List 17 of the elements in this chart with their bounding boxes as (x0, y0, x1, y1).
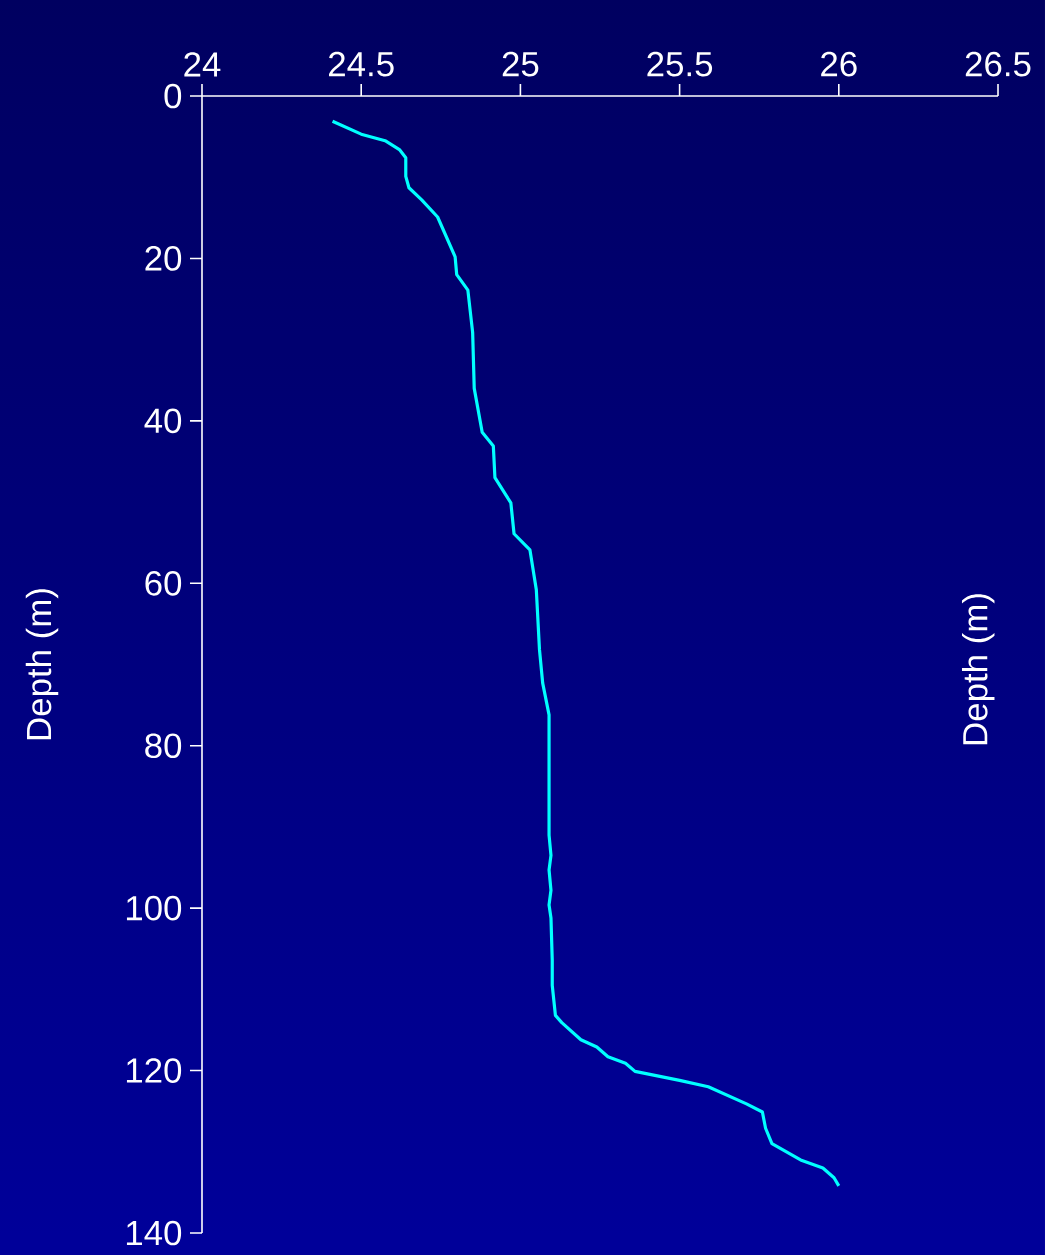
y-axis-title: Depth (m) (25, 589, 59, 740)
y-tick-label: 40 (144, 408, 182, 434)
y-tick-label: 80 (145, 733, 182, 759)
x-tick-label: 26.5 (965, 51, 1031, 77)
y-tick-label: 120 (126, 1058, 182, 1083)
x-tick-label: 24.5 (329, 51, 394, 77)
y-tick-label: 60 (145, 570, 182, 596)
x-tick-label: 25.5 (647, 51, 713, 77)
x-tick-label: 24 (184, 52, 221, 77)
x-tick-label: 26 (821, 51, 857, 77)
y-tick-label: 0 (164, 83, 182, 109)
y2-axis-title: Depth (m) (961, 594, 995, 745)
x-tick-label: 25 (502, 51, 539, 77)
line-series (330, 119, 841, 1188)
y-tick-label: 100 (126, 895, 182, 921)
y-tick-label: 20 (145, 246, 182, 271)
y-tick-label: 140 (126, 1220, 182, 1246)
